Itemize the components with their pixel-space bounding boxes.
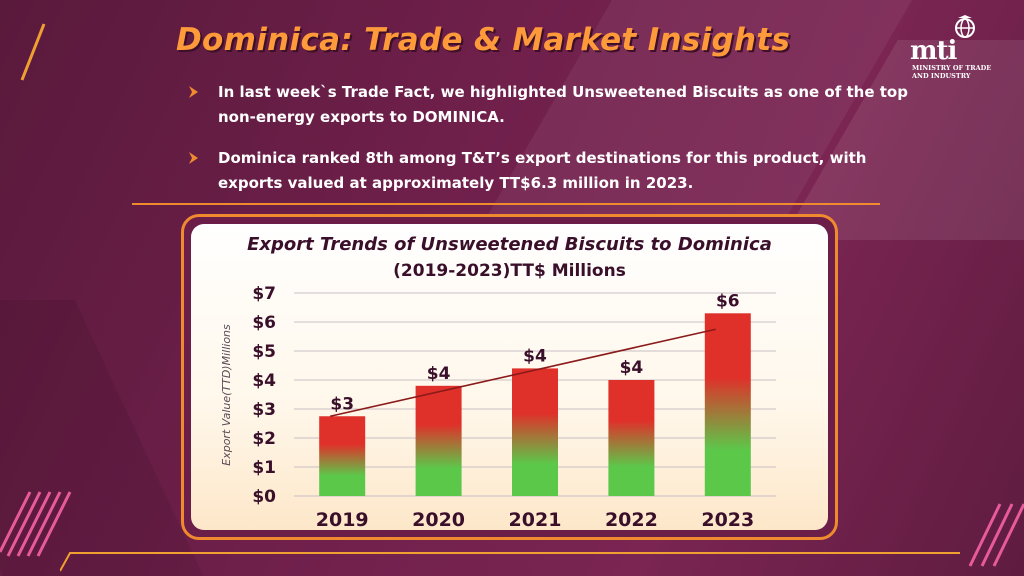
bullet-text: In last week`s Trade Fact, we highlighte… bbox=[218, 83, 908, 126]
x-tick-label: 2022 bbox=[605, 509, 658, 531]
x-tick-label: 2023 bbox=[701, 509, 754, 531]
chart-subtitle: (2019-2023)TT$ Millions bbox=[393, 261, 626, 281]
bullet-point: In last week`s Trade Fact, we highlighte… bbox=[188, 80, 908, 130]
page-title: Dominica: Trade & Market Insights bbox=[176, 22, 791, 58]
data-label: $4 bbox=[523, 346, 547, 366]
chart-panel: Export Trends of Unsweetened Biscuits to… bbox=[181, 214, 838, 540]
bar bbox=[415, 385, 462, 496]
x-tick-label: 2019 bbox=[316, 509, 369, 531]
data-label: $4 bbox=[620, 358, 644, 378]
trendline bbox=[330, 328, 716, 418]
logo-wordmark: mti bbox=[910, 36, 957, 66]
data-label: $3 bbox=[330, 394, 354, 414]
x-tick-label: 2021 bbox=[509, 509, 562, 531]
x-tick-label: 2020 bbox=[412, 509, 465, 531]
chevron-right-icon bbox=[189, 152, 198, 164]
y-tick-label: $4 bbox=[252, 371, 276, 391]
bar bbox=[704, 313, 751, 496]
chart-title: Export Trends of Unsweetened Biscuits to… bbox=[247, 234, 772, 255]
globe-icon bbox=[955, 15, 975, 38]
y-tick-label: $3 bbox=[252, 400, 276, 420]
bottom-accent-line bbox=[60, 552, 960, 572]
bullet-text: Dominica ranked 8th among T&T’s export d… bbox=[218, 149, 867, 192]
y-tick-label: $5 bbox=[252, 342, 276, 362]
y-tick-label: $1 bbox=[252, 458, 276, 478]
logo-subtitle: MINISTRY OF TRADE AND INDUSTRY bbox=[912, 64, 992, 80]
bullet-point: Dominica ranked 8th among T&T’s export d… bbox=[188, 146, 908, 196]
y-tick-label: $2 bbox=[252, 429, 276, 449]
data-label: $6 bbox=[716, 291, 740, 311]
decorative-slash-top-left bbox=[20, 23, 46, 81]
data-label: $4 bbox=[427, 364, 451, 384]
bar bbox=[512, 368, 558, 496]
mti-logo: mti MINISTRY OF TRADE AND INDUSTRY bbox=[910, 14, 996, 84]
y-axis-label: Export Value(TTD)Millions bbox=[220, 324, 233, 466]
decorative-stripes-bottom-left bbox=[0, 491, 72, 557]
decorative-stripes-bottom-right bbox=[968, 503, 1024, 567]
bar bbox=[319, 416, 366, 496]
bar-chart: $0 $1 $2 $3 $4 $5 $6 $7 Export Value(TTD)Million… bbox=[220, 284, 776, 531]
divider bbox=[132, 203, 880, 205]
y-tick-label: $6 bbox=[252, 313, 276, 333]
y-tick-label: $7 bbox=[252, 284, 276, 304]
bar bbox=[608, 380, 655, 496]
chevron-right-icon bbox=[189, 86, 198, 98]
y-tick-label: $0 bbox=[252, 487, 276, 507]
